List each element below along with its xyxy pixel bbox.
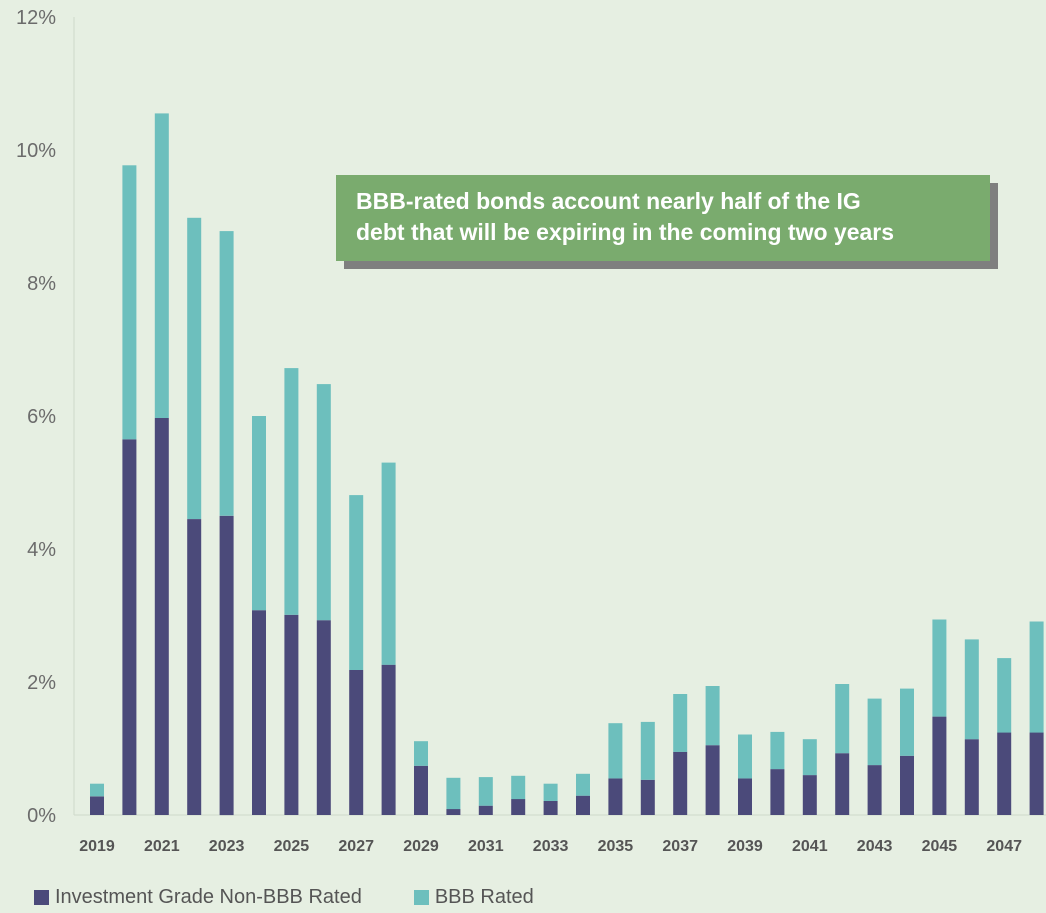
bar-segment-non-bbb	[381, 664, 396, 815]
bar-segment-bbb	[543, 783, 558, 801]
callout-line-2: debt that will be expiring in the coming…	[356, 219, 895, 245]
y-tick-label: 8%	[27, 273, 56, 295]
bar-segment-bbb	[446, 777, 461, 810]
x-tick-label: 2023	[209, 838, 245, 855]
bar-segment-bbb	[122, 165, 137, 440]
bar-segment-non-bbb	[90, 796, 104, 815]
x-axis-ticks: 2019 2021 2023 2025 2027 2029 2031 2033 2035 2037…	[79, 838, 1022, 855]
y-axis-ticks: 0% 2% 4% 6% 8% 10% 12%	[16, 7, 56, 827]
bar-segment-non-bbb	[122, 439, 137, 815]
x-tick-label: 2039	[727, 838, 763, 855]
bar-segment-non-bbb	[446, 809, 461, 815]
y-tick-label: 2%	[27, 672, 56, 694]
bar-segment-bbb	[608, 723, 623, 779]
bar-segment-bbb	[673, 694, 688, 752]
bar-chart: 0% 2% 4% 6% 8% 10% 12% 2019 2021 2023 2025 2027 202…	[16, 7, 1046, 855]
bar-segment-bbb	[1029, 621, 1044, 733]
legend-label-non-bbb: Investment Grade Non-BBB Rated	[55, 886, 362, 908]
bar-segment-non-bbb	[187, 519, 202, 815]
bar-segment-non-bbb	[770, 769, 785, 815]
x-tick-label: 2019	[79, 838, 115, 855]
x-tick-label: 2033	[533, 838, 569, 855]
bar-segment-bbb	[835, 684, 850, 754]
bar-segment-non-bbb	[154, 418, 169, 815]
bar-segment-bbb	[802, 739, 817, 776]
callout-line-1: BBB-rated bonds account nearly half of t…	[356, 188, 861, 214]
bar-segment-bbb	[90, 783, 104, 797]
bar-segment-bbb	[576, 773, 590, 796]
bar-segment-bbb	[381, 462, 396, 665]
x-tick-label: 2041	[792, 838, 828, 855]
bar-segment-non-bbb	[900, 755, 914, 815]
x-tick-label: 2031	[468, 838, 504, 855]
bar-segment-non-bbb	[802, 775, 817, 815]
x-tick-label: 2025	[274, 838, 310, 855]
bar-segment-bbb	[640, 721, 655, 780]
bar-segment-bbb	[219, 231, 234, 516]
bar-segment-non-bbb	[640, 779, 655, 815]
x-tick-label: 2035	[598, 838, 634, 855]
bar-segment-non-bbb	[932, 716, 947, 815]
bar-segment-bbb	[414, 741, 428, 766]
x-tick-label: 2027	[338, 838, 374, 855]
legend-item-bbb: BBB Rated	[413, 886, 534, 909]
bar-segment-bbb	[738, 734, 752, 779]
y-tick-label: 10%	[16, 140, 56, 162]
bar-segment-non-bbb	[511, 799, 526, 815]
bar-segment-bbb	[964, 639, 979, 740]
bar-segment-non-bbb	[673, 751, 688, 815]
bar-segment-non-bbb	[867, 765, 882, 815]
bar-segment-bbb	[252, 416, 266, 611]
bar-segment-non-bbb	[705, 745, 720, 815]
y-tick-label: 0%	[27, 805, 56, 827]
x-tick-label: 2043	[857, 838, 893, 855]
bars	[90, 113, 1044, 816]
bar-segment-bbb	[316, 384, 331, 621]
legend-label-bbb: BBB Rated	[434, 886, 534, 908]
bar-segment-non-bbb	[997, 732, 1012, 815]
bar-segment-non-bbb	[252, 610, 266, 815]
bar-segment-bbb	[478, 777, 493, 806]
bar-segment-non-bbb	[349, 670, 364, 815]
bar-segment-non-bbb	[576, 795, 590, 815]
y-tick-label: 6%	[27, 406, 56, 428]
legend-item-non-bbb: Investment Grade Non-BBB Rated	[34, 886, 362, 909]
bar-segment-bbb	[349, 495, 364, 670]
y-tick-label: 12%	[16, 7, 56, 29]
x-tick-label: 2021	[144, 838, 180, 855]
annotation-callout: BBB-rated bonds account nearly half of t…	[336, 175, 990, 261]
bar-segment-non-bbb	[219, 515, 234, 816]
bar-segment-bbb	[867, 698, 882, 766]
bar-segment-non-bbb	[738, 778, 752, 815]
bar-segment-non-bbb	[835, 753, 850, 815]
legend: Investment Grade Non-BBB Rated BBB Rated	[34, 886, 586, 909]
bar-segment-bbb	[187, 217, 202, 520]
bar-segment-bbb	[932, 619, 947, 717]
bar-segment-non-bbb	[478, 805, 493, 815]
x-tick-label: 2037	[662, 838, 698, 855]
bar-segment-bbb	[900, 688, 914, 756]
bar-segment-bbb	[284, 368, 299, 615]
bar-segment-non-bbb	[608, 778, 623, 815]
bar-segment-bbb	[770, 731, 785, 770]
bar-segment-bbb	[997, 658, 1012, 733]
bar-segment-bbb	[154, 113, 169, 419]
legend-swatch-non-bbb	[34, 890, 49, 905]
bar-segment-non-bbb	[414, 765, 428, 815]
legend-swatch-bbb	[413, 890, 429, 905]
x-tick-label: 2029	[403, 838, 439, 855]
bar-segment-bbb	[705, 686, 720, 746]
x-tick-label: 2047	[986, 838, 1022, 855]
bar-segment-non-bbb	[543, 801, 558, 815]
bar-segment-non-bbb	[316, 620, 331, 815]
bar-segment-non-bbb	[1029, 732, 1044, 815]
bar-segment-bbb	[511, 775, 526, 800]
bar-segment-non-bbb	[964, 739, 979, 815]
bar-segment-non-bbb	[284, 614, 299, 815]
x-tick-label: 2045	[922, 838, 958, 855]
y-tick-label: 4%	[27, 539, 56, 561]
